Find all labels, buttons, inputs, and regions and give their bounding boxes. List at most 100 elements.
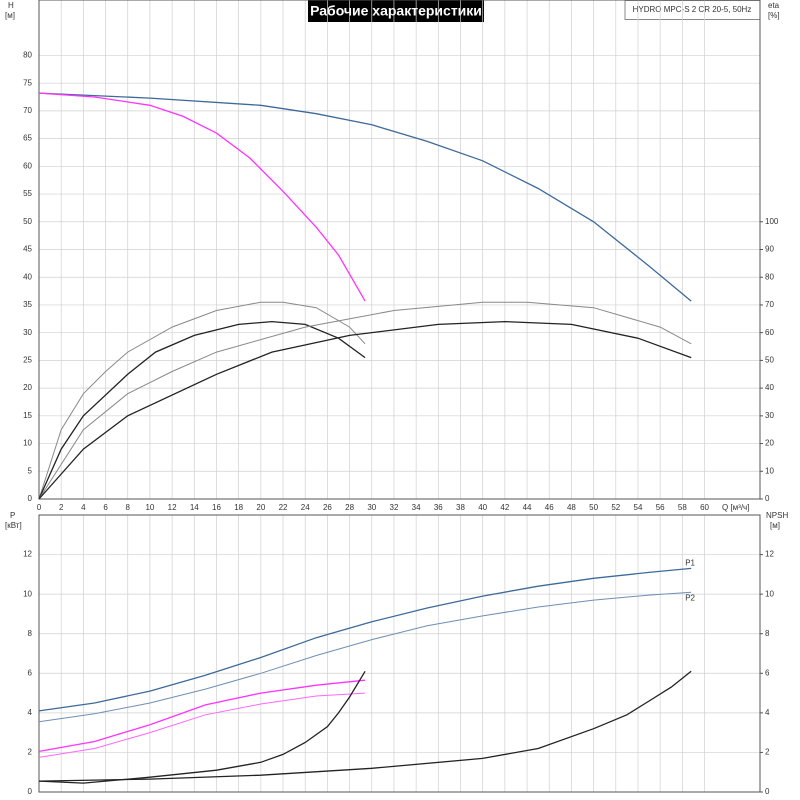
series-line bbox=[38, 591, 692, 723]
y-tick-label: 45 bbox=[23, 245, 32, 254]
x-tick-label: 34 bbox=[412, 503, 421, 512]
y-tick-label: 5 bbox=[28, 466, 33, 475]
x-tick-label: 42 bbox=[500, 503, 509, 512]
y2-tick-label: 60 bbox=[765, 328, 774, 337]
x-tick-label: 26 bbox=[323, 503, 332, 512]
x-tick-label: 2 bbox=[59, 503, 64, 512]
series-line bbox=[38, 567, 692, 712]
y2-tick-label: 50 bbox=[765, 355, 774, 364]
x-tick-label: 48 bbox=[567, 503, 576, 512]
x-tick-label: 6 bbox=[103, 503, 108, 512]
series-line bbox=[38, 670, 366, 784]
y-tick-label: 65 bbox=[23, 134, 32, 143]
y-tick-label: 30 bbox=[23, 328, 32, 337]
y-tick-label: 6 bbox=[28, 668, 33, 677]
y2-tick-label: 0 bbox=[765, 787, 770, 796]
y-unit: [м] bbox=[5, 11, 15, 20]
x-tick-label: 14 bbox=[190, 503, 199, 512]
y-tick-label: 10 bbox=[23, 439, 32, 448]
x-tick-label: 54 bbox=[634, 503, 643, 512]
y-tick-label: 12 bbox=[23, 550, 32, 559]
y2-unit: [%] bbox=[768, 11, 780, 20]
series-line bbox=[38, 670, 692, 782]
series-line bbox=[38, 92, 692, 302]
y-tick-label: 0 bbox=[28, 787, 33, 796]
y2-tick-label: 12 bbox=[765, 550, 774, 559]
y2-tick-label: 10 bbox=[765, 589, 774, 598]
y2-tick-label: 20 bbox=[765, 439, 774, 448]
series-label: P1 bbox=[685, 559, 695, 568]
series-line bbox=[38, 692, 366, 758]
x-tick-label: 12 bbox=[168, 503, 177, 512]
y-tick-label: 15 bbox=[23, 411, 32, 420]
y2-tick-label: 8 bbox=[765, 629, 770, 638]
x-tick-label: 22 bbox=[279, 503, 288, 512]
y-tick-label: 70 bbox=[23, 106, 32, 115]
x-tick-label: 38 bbox=[456, 503, 465, 512]
chart-title: Рабочие характеристики bbox=[310, 3, 482, 19]
subtitle: HYDRO MPC-S 2 CR 20-5, 50Hz bbox=[633, 5, 752, 14]
y-tick-label: 25 bbox=[23, 355, 32, 364]
x-label: Q [м³/ч] bbox=[722, 503, 749, 512]
x-tick-label: 60 bbox=[700, 503, 709, 512]
x-tick-label: 18 bbox=[234, 503, 243, 512]
y-tick-label: 60 bbox=[23, 161, 32, 170]
x-tick-label: 36 bbox=[434, 503, 443, 512]
y-tick-label: 80 bbox=[23, 51, 32, 60]
series-line bbox=[38, 320, 366, 500]
y2-tick-label: 70 bbox=[765, 300, 774, 309]
y2-tick-label: 80 bbox=[765, 272, 774, 281]
y-tick-label: 10 bbox=[23, 589, 32, 598]
y2-tick-label: 40 bbox=[765, 383, 774, 392]
x-tick-label: 0 bbox=[37, 503, 42, 512]
y2-tick-label: 2 bbox=[765, 748, 770, 757]
x-tick-label: 46 bbox=[545, 503, 554, 512]
y-tick-label: 2 bbox=[28, 748, 33, 757]
y2-tick-label: 6 bbox=[765, 668, 770, 677]
y2-tick-label: 30 bbox=[765, 411, 774, 420]
y-tick-label: 75 bbox=[23, 78, 32, 87]
plot-frame bbox=[38, 0, 761, 500]
y2-tick-label: 0 bbox=[765, 494, 770, 503]
y-unit: [кВт] bbox=[5, 521, 22, 530]
x-tick-label: 16 bbox=[212, 503, 221, 512]
x-tick-label: 28 bbox=[345, 503, 354, 512]
x-tick-label: 56 bbox=[656, 503, 665, 512]
y2-label: NPSH bbox=[766, 511, 788, 520]
x-tick-label: 30 bbox=[367, 503, 376, 512]
series-line bbox=[38, 679, 366, 753]
y-tick-label: 55 bbox=[23, 189, 32, 198]
series-line bbox=[38, 301, 692, 500]
x-tick-label: 20 bbox=[256, 503, 265, 512]
x-tick-label: 32 bbox=[390, 503, 399, 512]
y2-tick-label: 4 bbox=[765, 708, 770, 717]
y-tick-label: 35 bbox=[23, 300, 32, 309]
x-tick-label: 52 bbox=[611, 503, 620, 512]
y2-unit: [м] bbox=[770, 521, 780, 530]
x-tick-label: 58 bbox=[678, 503, 687, 512]
y2-tick-label: 10 bbox=[765, 466, 774, 475]
y-tick-label: 8 bbox=[28, 629, 33, 638]
x-tick-label: 4 bbox=[81, 503, 86, 512]
title-box bbox=[308, 0, 484, 22]
x-tick-label: 10 bbox=[145, 503, 154, 512]
x-tick-label: 8 bbox=[126, 503, 131, 512]
y2-label: eta bbox=[768, 1, 780, 10]
x-tick-label: 24 bbox=[301, 503, 310, 512]
y-tick-label: 0 bbox=[28, 494, 33, 503]
plot-frame bbox=[38, 514, 761, 793]
series-line bbox=[38, 301, 366, 500]
y-label: P bbox=[10, 511, 15, 520]
y-tick-label: 20 bbox=[23, 383, 32, 392]
series-line bbox=[38, 92, 366, 302]
y-tick-label: 40 bbox=[23, 272, 32, 281]
series-label: P2 bbox=[685, 593, 695, 602]
x-tick-label: 50 bbox=[589, 503, 598, 512]
series-line bbox=[38, 320, 692, 500]
y-tick-label: 4 bbox=[28, 708, 33, 717]
x-tick-label: 40 bbox=[478, 503, 487, 512]
x-tick-label: 44 bbox=[523, 503, 532, 512]
y2-tick-label: 90 bbox=[765, 245, 774, 254]
y-label: H bbox=[8, 1, 14, 10]
